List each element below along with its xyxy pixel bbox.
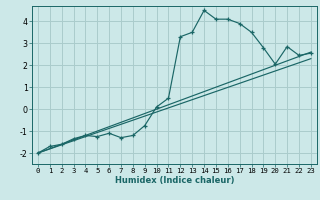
X-axis label: Humidex (Indice chaleur): Humidex (Indice chaleur): [115, 176, 234, 185]
